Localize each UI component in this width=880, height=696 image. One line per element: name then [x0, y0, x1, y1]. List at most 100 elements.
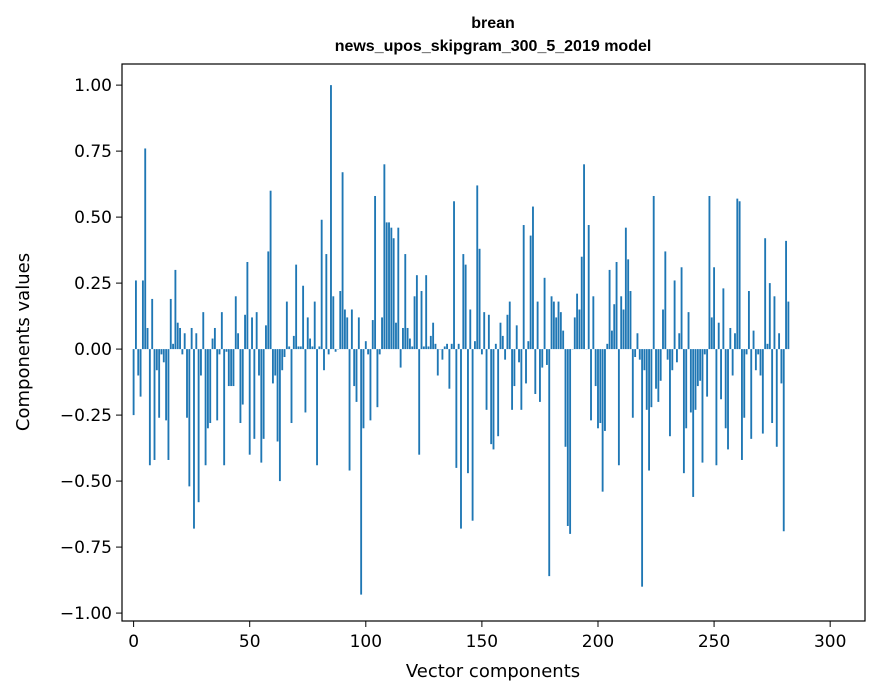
bar-30	[202, 312, 205, 350]
bar-69	[292, 335, 295, 350]
bar-86	[332, 296, 335, 350]
bar-242	[694, 349, 697, 410]
bar-41	[227, 349, 230, 387]
bar-174	[536, 301, 539, 350]
bar-70	[295, 264, 298, 350]
bar-126	[425, 275, 428, 350]
bar-184	[559, 312, 562, 350]
bar-209	[617, 349, 620, 466]
bar-258	[731, 349, 734, 376]
bar-60	[271, 349, 274, 384]
bar-63	[278, 349, 281, 482]
bar-85	[330, 85, 332, 350]
bar-278	[778, 333, 781, 350]
bar-17	[172, 343, 175, 350]
bar-212	[624, 227, 627, 350]
x-tick-label: 200	[582, 632, 614, 652]
y-tick-label: 0.25	[74, 274, 112, 294]
bar-102	[369, 349, 372, 421]
bar-48	[244, 314, 246, 350]
bar-116	[402, 327, 404, 350]
bar-167	[520, 349, 523, 410]
bar-226	[657, 349, 660, 402]
bar-75	[306, 317, 309, 350]
bar-53	[255, 312, 258, 350]
bar-123	[418, 349, 421, 455]
bar-190	[573, 317, 576, 350]
bar-42	[230, 349, 233, 387]
bar-274	[768, 283, 771, 350]
bar-136	[448, 349, 451, 389]
bar-91	[343, 309, 346, 350]
bar-107	[381, 317, 383, 350]
bar-265	[747, 291, 750, 350]
bar-268	[754, 349, 757, 371]
bar-255	[724, 349, 727, 429]
bar-36	[216, 349, 219, 421]
bar-267	[752, 330, 755, 350]
bar-234	[676, 349, 678, 363]
y-tick-label: −0.25	[60, 406, 112, 426]
bar-252	[717, 322, 720, 350]
bar-223	[650, 349, 653, 408]
bar-83	[325, 254, 328, 350]
bar-103	[371, 320, 374, 350]
bar-196	[587, 225, 590, 350]
bar-247	[706, 349, 709, 397]
y-tick-label: 0.75	[74, 142, 112, 162]
bar-144	[467, 349, 469, 474]
bar-124	[420, 291, 423, 350]
bar-105	[376, 349, 379, 408]
bar-72	[299, 346, 302, 350]
bar-193	[580, 256, 583, 350]
bar-156	[494, 343, 497, 350]
bar-166	[518, 349, 520, 363]
bar-207	[613, 304, 616, 350]
bar-147	[474, 341, 476, 350]
bar-244	[699, 349, 702, 381]
bar-192	[578, 309, 581, 350]
bar-27	[195, 333, 198, 350]
bar-254	[722, 288, 725, 350]
bar-133	[441, 349, 444, 360]
bar-24	[188, 349, 191, 487]
bar-250	[713, 267, 716, 350]
bar-240	[689, 349, 692, 413]
bar-275	[771, 349, 774, 424]
bar-113	[395, 322, 397, 350]
bar-175	[539, 349, 541, 402]
bar-277	[775, 349, 778, 447]
bar-149	[478, 248, 481, 350]
bar-162	[508, 301, 511, 350]
bar-157	[497, 349, 500, 437]
bar-197	[590, 349, 592, 421]
bar-8	[151, 298, 154, 350]
bar-82	[323, 349, 325, 371]
bar-236	[680, 267, 683, 350]
bar-74	[304, 349, 307, 413]
bar-37	[218, 349, 221, 355]
bar-191	[576, 293, 579, 350]
bar-271	[761, 349, 764, 434]
bar-183	[557, 301, 560, 350]
bar-245	[701, 349, 704, 463]
bar-51	[251, 317, 253, 350]
bar-230	[666, 349, 669, 360]
x-tick-label: 100	[350, 632, 382, 652]
bar-64	[281, 349, 284, 371]
bar-81	[320, 219, 323, 350]
bar-178	[545, 349, 548, 365]
bar-29	[200, 349, 202, 376]
bar-213	[627, 259, 630, 350]
bar-131	[436, 349, 439, 376]
bar-143	[464, 264, 467, 350]
chart-title: brean	[471, 15, 515, 32]
bar-77	[311, 346, 314, 350]
bar-61	[274, 349, 277, 376]
bar-125	[422, 346, 425, 350]
bar-270	[759, 349, 762, 376]
bar-152	[485, 349, 488, 410]
bar-182	[555, 317, 558, 350]
bar-138	[453, 201, 455, 350]
bar-280	[782, 349, 785, 532]
